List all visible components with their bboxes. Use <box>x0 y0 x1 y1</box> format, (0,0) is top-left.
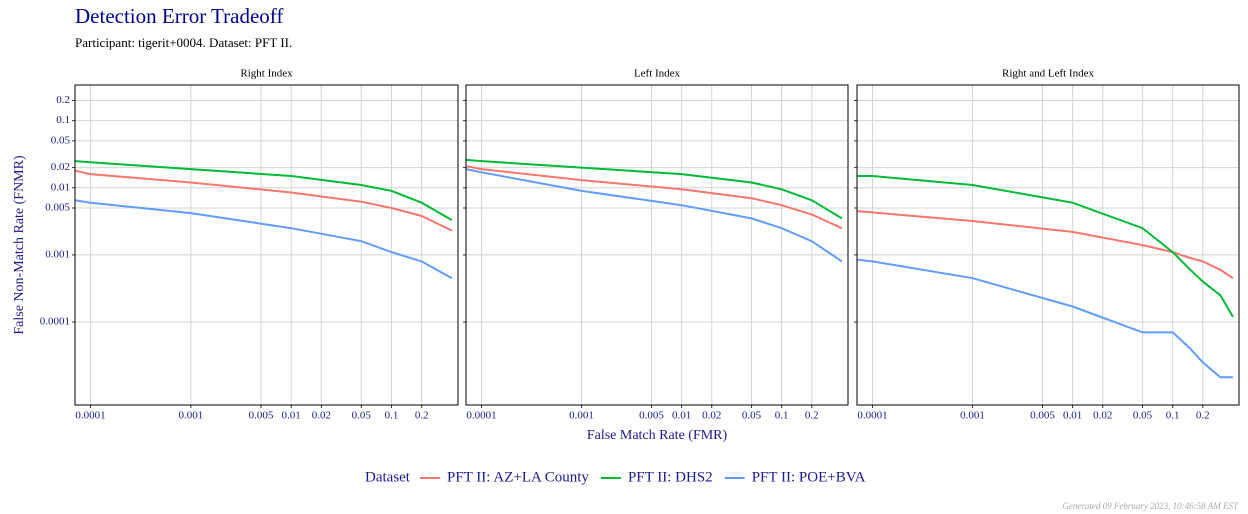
panel-border <box>856 84 1240 406</box>
chart-subtitle: Participant: tigerit+0004. Dataset: PFT … <box>75 35 292 50</box>
panel-bg <box>857 85 1239 405</box>
y-tick-label: 0.2 <box>56 94 70 106</box>
series-line <box>74 199 453 280</box>
x-tick-label: 0.001 <box>178 410 203 422</box>
x-tick-label: 0.005 <box>249 410 274 422</box>
x-tick-label: 0.0001 <box>75 410 105 422</box>
x-tick-label: 0.05 <box>742 410 762 422</box>
panel-border <box>465 84 849 406</box>
y-tick-label: 0.02 <box>51 161 70 173</box>
footer: Generated 09 February 2023, 10:46:58 AM … <box>1062 501 1239 511</box>
chart-title: Detection Error Tradeoff <box>75 4 283 28</box>
legend-label: PFT II: AZ+LA County <box>447 469 589 485</box>
y-tick-label: 0.001 <box>45 248 70 260</box>
legend-label: PFT II: POE+BVA <box>752 469 866 485</box>
x-tick-label: 0.01 <box>1063 410 1082 422</box>
series-line <box>465 168 843 263</box>
x-tick-label: 0.01 <box>672 410 691 422</box>
series-line <box>465 165 843 230</box>
x-tick-label: 0.2 <box>415 410 429 422</box>
x-tick-label: 0.1 <box>775 410 789 422</box>
panel-strip <box>75 65 458 85</box>
x-tick-label: 0.1 <box>385 410 399 422</box>
x-tick-label: 0.05 <box>1133 410 1153 422</box>
x-tick-label: 0.05 <box>352 410 372 422</box>
x-tick-label: 0.02 <box>1093 410 1112 422</box>
panel-border <box>74 84 459 406</box>
series-line <box>856 258 1233 379</box>
series-line <box>856 210 1234 280</box>
x-tick-label: 0.2 <box>1196 410 1210 422</box>
x-tick-label: 0.01 <box>282 410 301 422</box>
series-line <box>857 175 1234 318</box>
y-axis-label: False Non-Match Rate (FNMR) <box>12 155 27 335</box>
x-tick-label: 0.02 <box>312 410 331 422</box>
x-tick-label: 0.001 <box>569 410 594 422</box>
y-tick-label: 0.1 <box>56 114 70 126</box>
x-tick-label: 0.0001 <box>857 410 887 422</box>
y-tick-label: 0.005 <box>45 202 70 214</box>
panel-title: Right Index <box>240 68 293 80</box>
x-axis-label: False Match Rate (FMR) <box>587 428 728 443</box>
x-tick-label: 0.005 <box>1030 410 1055 422</box>
x-tick-label: 0.005 <box>639 410 664 422</box>
series-line <box>465 158 843 220</box>
y-tick-label: 0.01 <box>51 181 70 193</box>
x-tick-label: 0.2 <box>805 410 819 422</box>
panel-bg <box>75 85 458 405</box>
panel-strip <box>466 65 848 85</box>
x-tick-label: 0.0001 <box>466 410 496 422</box>
panel-title: Right and Left Index <box>1002 68 1094 80</box>
legend-title: Dataset <box>365 469 411 485</box>
x-tick-label: 0.02 <box>702 410 721 422</box>
panel-title: Left Index <box>634 68 681 80</box>
legend-label: PFT II: DHS2 <box>628 469 713 485</box>
x-tick-label: 0.1 <box>1166 410 1180 422</box>
series-line <box>74 160 453 221</box>
panel-bg <box>466 85 848 405</box>
series-line <box>74 169 453 232</box>
panel-strip <box>857 65 1239 85</box>
y-tick-label: 0.0001 <box>40 316 70 328</box>
x-tick-label: 0.001 <box>960 410 985 422</box>
y-tick-label: 0.05 <box>51 134 71 146</box>
